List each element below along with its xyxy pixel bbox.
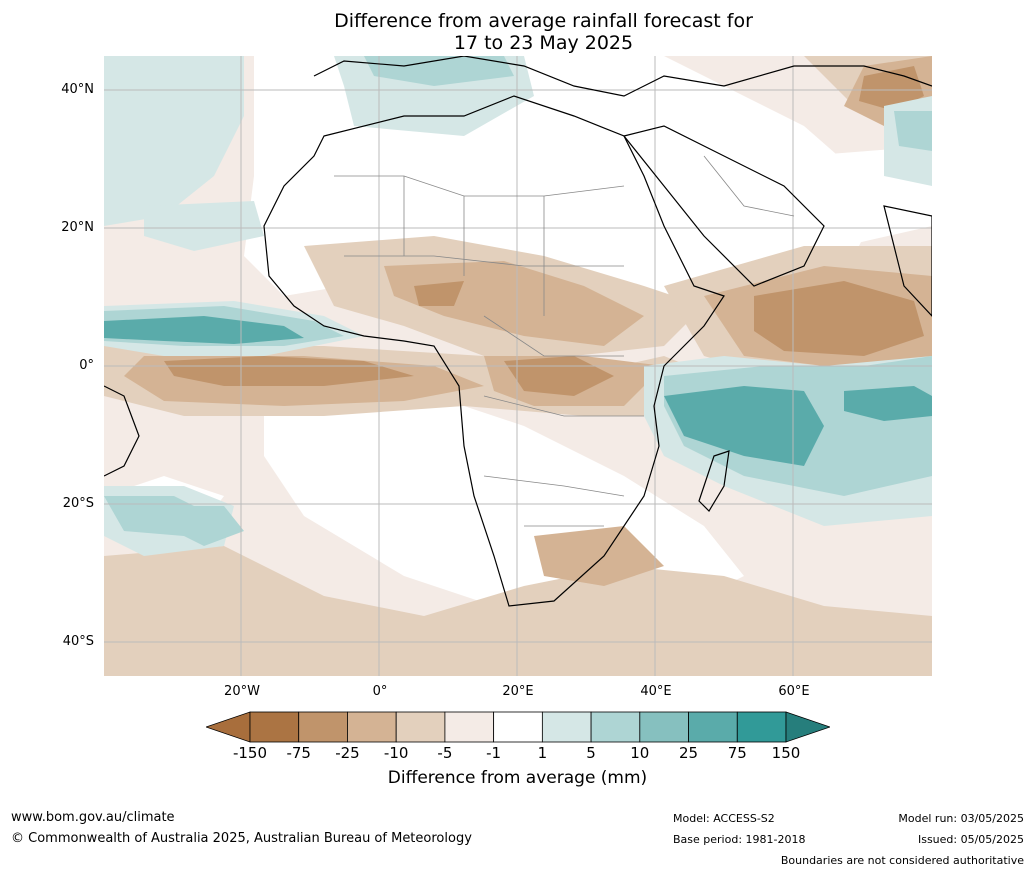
africa-coast (263, 95, 725, 607)
graticule (104, 56, 932, 676)
footer-base-period: Base period: 1981-2018 (673, 833, 806, 846)
lon-label-0: 0° (372, 684, 388, 699)
legend-swatch (347, 711, 397, 743)
country-borders (334, 155, 795, 527)
legend-tick-label: 10 (630, 744, 650, 762)
legend-swatch (736, 711, 787, 743)
legend-colorbar (206, 711, 830, 743)
legend-swatch (590, 711, 641, 743)
legend-swatch (541, 711, 592, 743)
legend-tick-label: 1 (537, 744, 548, 762)
strongly-wetter-regions (104, 316, 932, 466)
lon-label-20e: 20°E (502, 684, 534, 699)
title-line-1: Difference from average rainfall forecas… (334, 10, 753, 32)
footer-issued: Issued: 05/05/2025 (917, 833, 1024, 846)
legend-arrow-high (785, 711, 830, 743)
legend-swatch (444, 711, 495, 743)
legend-tick-label: -5 (437, 744, 453, 762)
footer-copyright: © Commonwealth of Australia 2025, Austra… (11, 831, 472, 846)
europe-coast (313, 56, 932, 97)
footer-model: Model: ACCESS-S2 (673, 812, 775, 825)
legend-swatch (298, 711, 348, 743)
legend-tick-label: -1 (486, 744, 502, 762)
lon-label-40e: 40°E (640, 684, 672, 699)
lat-label-20s: 20°S (62, 496, 94, 511)
coastlines (104, 56, 932, 607)
legend-tick-label: -25 (335, 744, 360, 762)
legend-tick-label: 150 (771, 744, 801, 762)
lat-label-40n: 40°N (61, 82, 94, 97)
lon-label-60e: 60°E (778, 684, 810, 699)
legend-swatch (639, 711, 689, 743)
lat-label-40s: 40°S (62, 634, 94, 649)
legend-swatch (249, 711, 300, 743)
legend-tick-label: 75 (727, 744, 747, 762)
legend-title: Difference from average (mm) (387, 768, 648, 788)
title-line-2: 17 to 23 May 2025 (453, 32, 634, 54)
footer-website[interactable]: www.bom.gov.au/climate (11, 810, 175, 825)
legend-swatch (493, 711, 543, 743)
arabia-coast (622, 125, 825, 287)
footer-boundaries-note: Boundaries are not considered authoritat… (780, 854, 1024, 867)
legend-tick-label: 5 (586, 744, 596, 762)
map-title: Difference from average rainfall forecas… (0, 10, 1035, 54)
legend-tick-label: -75 (286, 744, 311, 762)
footer-model-run: Model run: 03/05/2025 (898, 812, 1024, 825)
madagascar-coast (698, 450, 730, 512)
legend-swatch (688, 711, 738, 743)
lon-label-20w: 20°W (224, 684, 260, 699)
legend-tick-label: 25 (678, 744, 699, 762)
rainfall-map (104, 56, 932, 676)
legend-arrow-low (206, 711, 251, 743)
strongly-drier-regions (164, 66, 924, 396)
lat-label-0: 0° (79, 358, 94, 373)
india-coast (883, 205, 932, 317)
legend-tick-label: -10 (383, 744, 409, 762)
legend-swatch (395, 711, 446, 743)
legend-tick-label: -150 (232, 744, 268, 762)
lat-label-20n: 20°N (61, 220, 94, 235)
south-america-coast (104, 385, 140, 477)
